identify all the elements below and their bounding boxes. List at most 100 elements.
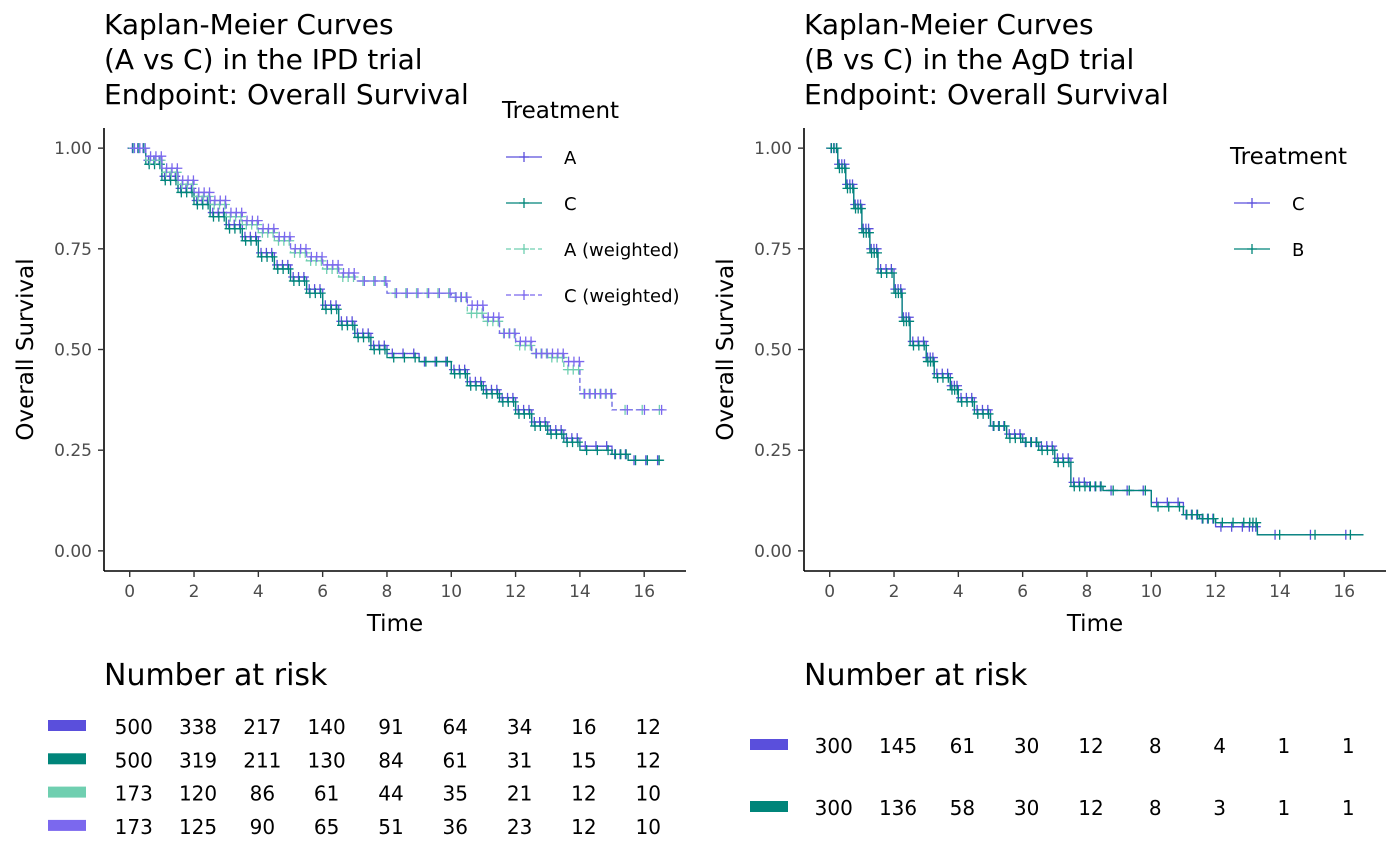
risk-count: 64: [443, 715, 468, 739]
censor-mark: [967, 396, 978, 407]
censor-mark: [1173, 497, 1184, 508]
censor-mark: [331, 300, 342, 311]
censor-mark: [942, 368, 953, 379]
risk-count: 21: [507, 782, 532, 806]
censor-mark: [1047, 441, 1058, 452]
chart-title-line: Endpoint: Overall Survival: [104, 78, 469, 111]
x-tick-label: 16: [1333, 582, 1355, 602]
censor-mark: [402, 288, 413, 299]
censor-mark: [235, 211, 246, 222]
risk-count: 15: [571, 748, 596, 772]
series-line-c-weighted-: [129, 147, 664, 411]
risk-count: 44: [378, 782, 403, 806]
x-tick-label: 4: [953, 582, 964, 602]
censor-mark: [492, 388, 503, 399]
censor-mark: [333, 259, 344, 270]
censor-mark: [347, 316, 358, 327]
risk-count: 10: [635, 815, 660, 839]
censor-mark: [379, 340, 390, 351]
censor-mark: [855, 203, 866, 214]
censor-mark: [982, 404, 993, 415]
legend-title: Treatment: [1229, 144, 1347, 170]
censor-mark: [300, 243, 311, 254]
censor-mark: [171, 167, 182, 178]
censor-mark: [252, 219, 263, 230]
risk-row-swatch: [48, 753, 86, 765]
x-tick-label: 10: [1140, 582, 1162, 602]
risk-count: 173: [115, 815, 153, 839]
risk-count: 12: [571, 782, 596, 806]
censor-mark: [477, 308, 488, 319]
censor-mark: [283, 263, 294, 274]
censor-mark: [1151, 497, 1162, 508]
censor-mark: [601, 441, 612, 452]
censor-mark: [423, 288, 434, 299]
risk-count: 12: [635, 748, 660, 772]
risk-count: 12: [635, 715, 660, 739]
censor-mark: [572, 437, 583, 448]
censor-mark: [314, 284, 325, 295]
censor-mark: [298, 272, 309, 283]
censor-mark: [156, 151, 167, 162]
censor-mark: [267, 251, 278, 262]
censor-mark: [408, 348, 419, 359]
risk-row-swatch: [48, 786, 86, 798]
censor-mark: [1345, 529, 1356, 540]
censor-mark: [412, 288, 423, 299]
risk-count: 91: [378, 715, 403, 739]
censor-mark: [266, 247, 277, 258]
censor-mark: [442, 356, 453, 367]
risk-row-swatch: [750, 739, 788, 750]
censor-mark: [1063, 453, 1074, 464]
censor-mark: [630, 455, 641, 466]
risk-count: 36: [443, 815, 468, 839]
risk-count: 61: [950, 734, 975, 758]
censor-mark: [1192, 509, 1203, 520]
risk-count: 300: [815, 796, 853, 820]
censor-mark: [952, 384, 963, 395]
risk-count: 12: [1078, 734, 1103, 758]
censor-mark: [363, 328, 374, 339]
censor-mark: [887, 267, 898, 278]
censor-mark: [966, 392, 977, 403]
risk-count: 35: [443, 782, 468, 806]
censor-mark: [332, 263, 343, 274]
censor-mark: [1228, 517, 1239, 528]
censor-mark: [1063, 457, 1074, 468]
censor-mark: [603, 445, 614, 456]
censor-mark: [399, 352, 410, 363]
censor-mark: [1140, 485, 1151, 496]
censor-mark: [493, 312, 504, 323]
censor-mark: [904, 316, 915, 327]
censor-mark: [187, 179, 198, 190]
risk-count: 90: [250, 815, 275, 839]
risk-count: 31: [507, 748, 532, 772]
risk-count: 84: [378, 748, 403, 772]
censor-mark: [847, 183, 858, 194]
y-tick-label: 0.00: [54, 542, 92, 562]
censor-mark: [1015, 433, 1026, 444]
censor-mark: [284, 235, 295, 246]
x-tick-label: 8: [382, 582, 393, 602]
risk-count: 500: [115, 715, 153, 739]
legend-key-mark: [519, 152, 529, 162]
censor-mark: [349, 267, 360, 278]
censor-mark: [363, 332, 374, 343]
censor-mark: [387, 348, 398, 359]
x-tick-label: 2: [189, 582, 200, 602]
censor-mark: [461, 292, 472, 303]
risk-count: 145: [879, 734, 917, 758]
series-line-a-weighted-: [129, 147, 664, 411]
censor-mark: [235, 223, 246, 234]
risk-count: 61: [314, 782, 339, 806]
censor-mark: [1153, 501, 1164, 512]
chart-title-line: (B vs C) in the AgD trial: [804, 43, 1134, 76]
legend-label: C (weighted): [564, 286, 680, 307]
censor-mark: [928, 356, 939, 367]
censor-mark: [300, 247, 311, 258]
censor-mark: [491, 384, 502, 395]
chart-title-line: Kaplan-Meier Curves: [804, 8, 1094, 41]
censor-mark: [507, 392, 518, 403]
censor-mark: [1096, 481, 1107, 492]
